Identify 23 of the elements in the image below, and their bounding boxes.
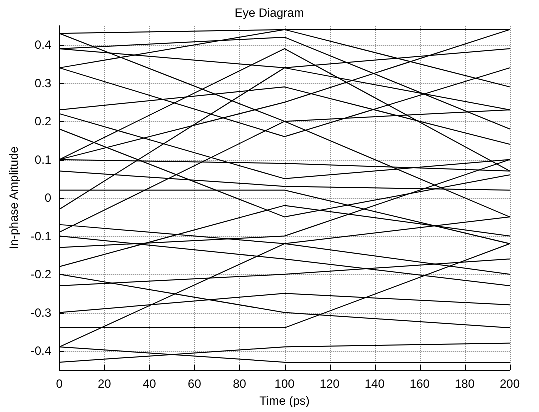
y-tick-label: 0.1: [34, 152, 52, 167]
y-tick-label: -0.4: [30, 344, 52, 358]
y-tick-label: 0.4: [34, 38, 52, 52]
y-tick-label: 0.3: [34, 76, 52, 90]
x-tick-label: 20: [98, 377, 112, 392]
y-axis-title: In-phase Amplitude: [7, 146, 21, 250]
chart-title: Eye Diagram: [234, 6, 304, 20]
y-tick-label: -0.3: [30, 306, 52, 320]
x-tick-label: 180: [454, 377, 476, 392]
y-tick-label: -0.1: [30, 229, 52, 244]
x-tick-label: 120: [320, 377, 340, 392]
y-tick-label: 0: [44, 191, 52, 206]
x-tick-label: 160: [410, 377, 430, 392]
x-tick-label: 200: [500, 377, 520, 392]
x-tick-label: 100: [274, 377, 296, 392]
y-tick-label: -0.2: [30, 268, 52, 282]
x-tick-label: 0: [56, 377, 64, 392]
y-tick-label: 0.2: [34, 114, 52, 129]
x-tick-label: 140: [364, 377, 386, 392]
x-tick-label: 40: [142, 377, 157, 392]
x-axis-title: Time (ps): [260, 394, 310, 408]
x-tick-label: 60: [188, 377, 202, 392]
x-tick-label: 80: [233, 377, 247, 392]
